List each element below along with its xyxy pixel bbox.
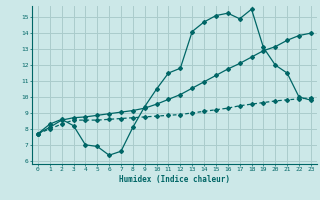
X-axis label: Humidex (Indice chaleur): Humidex (Indice chaleur)	[119, 175, 230, 184]
